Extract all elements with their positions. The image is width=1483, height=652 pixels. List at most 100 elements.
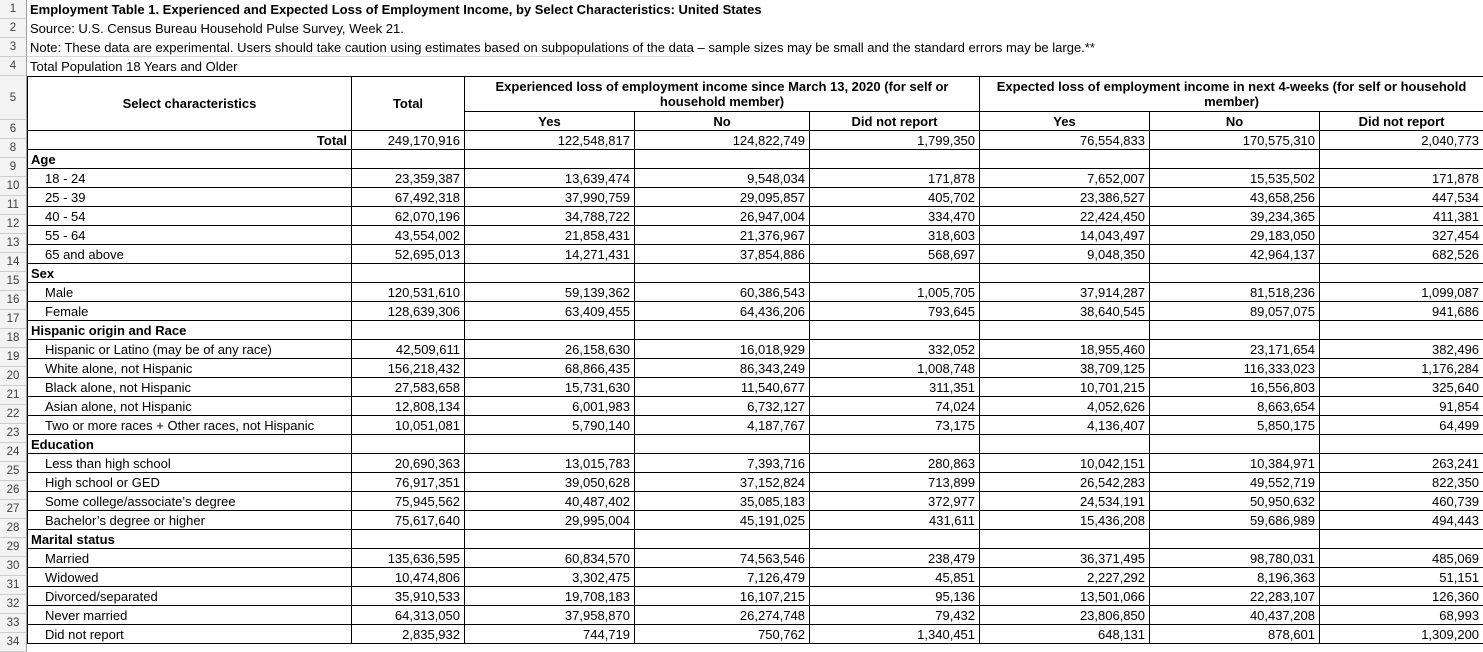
value-cell[interactable]: 485,069 [1319, 548, 1483, 568]
value-cell[interactable]: 1,005,705 [808, 282, 981, 302]
value-cell[interactable]: 1,309,200 [1319, 624, 1483, 644]
value-cell[interactable]: 63,409,455 [464, 301, 635, 321]
empty-cell[interactable] [1149, 320, 1321, 340]
value-cell[interactable]: 76,554,833 [979, 130, 1151, 150]
empty-cell[interactable] [1319, 263, 1483, 283]
value-cell[interactable]: 16,107,215 [634, 586, 810, 606]
row-label-cell[interactable]: Black alone, not Hispanic [27, 377, 352, 397]
value-cell[interactable]: 13,639,474 [464, 168, 635, 188]
value-cell[interactable]: 18,955,460 [979, 339, 1151, 359]
value-cell[interactable]: 64,499 [1319, 415, 1483, 435]
header-experienced-loss-group[interactable]: Experienced loss of employment income si… [463, 76, 981, 112]
value-cell[interactable]: 411,381 [1319, 206, 1483, 226]
value-cell[interactable]: 45,851 [808, 567, 981, 587]
value-cell[interactable]: 460,739 [1319, 491, 1483, 511]
value-cell[interactable]: 23,171,654 [1149, 339, 1321, 359]
value-cell[interactable]: 7,393,716 [634, 453, 810, 473]
cell-population[interactable]: Total Population 18 Years and Older [30, 59, 238, 74]
value-cell[interactable]: 75,617,640 [351, 510, 465, 530]
row-header-12[interactable]: 12 [0, 215, 27, 234]
empty-cell[interactable] [351, 320, 465, 340]
row-header-2[interactable]: 2 [0, 19, 27, 38]
value-cell[interactable]: 64,313,050 [351, 605, 465, 625]
value-cell[interactable]: 26,542,283 [979, 472, 1151, 492]
row-header-34[interactable]: 34 [0, 633, 27, 652]
value-cell[interactable]: 26,274,748 [634, 605, 810, 625]
row-label-cell[interactable]: White alone, not Hispanic [27, 358, 352, 378]
value-cell[interactable]: 405,702 [808, 187, 981, 207]
value-cell[interactable]: 16,556,803 [1149, 377, 1321, 397]
header-expected-no[interactable]: No [1149, 111, 1321, 131]
value-cell[interactable]: 43,554,002 [351, 225, 465, 245]
empty-cell[interactable] [1319, 320, 1483, 340]
value-cell[interactable]: 122,548,817 [464, 130, 635, 150]
value-cell[interactable]: 682,526 [1319, 244, 1483, 264]
section-label-cell[interactable]: Age [27, 149, 352, 169]
row-header-31[interactable]: 31 [0, 576, 27, 595]
value-cell[interactable]: 327,454 [1319, 225, 1483, 245]
empty-cell[interactable] [351, 263, 465, 283]
row-header-11[interactable]: 11 [0, 196, 27, 215]
row-label-cell[interactable]: Never married [27, 605, 352, 625]
row-header-15[interactable]: 15 [0, 272, 27, 291]
value-cell[interactable]: 494,443 [1319, 510, 1483, 530]
empty-cell[interactable] [464, 320, 635, 340]
row-header-24[interactable]: 24 [0, 443, 27, 462]
row-header-25[interactable]: 25 [0, 462, 27, 481]
value-cell[interactable]: 50,950,632 [1149, 491, 1321, 511]
value-cell[interactable]: 95,136 [808, 586, 981, 606]
value-cell[interactable]: 42,964,137 [1149, 244, 1321, 264]
value-cell[interactable]: 941,686 [1319, 301, 1483, 321]
row-label-cell[interactable]: Female [27, 301, 352, 321]
value-cell[interactable]: 7,126,479 [634, 567, 810, 587]
value-cell[interactable]: 4,052,626 [979, 396, 1151, 416]
value-cell[interactable]: 5,850,175 [1149, 415, 1321, 435]
empty-cell[interactable] [808, 320, 981, 340]
empty-cell[interactable] [979, 149, 1151, 169]
value-cell[interactable]: 21,376,967 [634, 225, 810, 245]
value-cell[interactable]: 13,015,783 [464, 453, 635, 473]
empty-cell[interactable] [808, 263, 981, 283]
value-cell[interactable]: 64,436,206 [634, 301, 810, 321]
row-label-cell[interactable]: Less than high school [27, 453, 352, 473]
value-cell[interactable]: 12,808,134 [351, 396, 465, 416]
row-label-cell[interactable]: Bachelor’s degree or higher [27, 510, 352, 530]
value-cell[interactable]: 35,910,533 [351, 586, 465, 606]
row-label-cell[interactable]: Widowed [27, 567, 352, 587]
header-expected-did-not-report[interactable]: Did not report [1319, 111, 1483, 131]
empty-cell[interactable] [634, 149, 810, 169]
empty-cell[interactable] [634, 263, 810, 283]
value-cell[interactable]: 447,534 [1319, 187, 1483, 207]
cell-source[interactable]: Source: U.S. Census Bureau Household Pul… [30, 21, 404, 36]
row-label-cell[interactable]: 40 - 54 [27, 206, 352, 226]
value-cell[interactable]: 36,371,495 [979, 548, 1151, 568]
value-cell[interactable]: 15,436,208 [979, 510, 1151, 530]
value-cell[interactable]: 280,863 [808, 453, 981, 473]
empty-cell[interactable] [808, 149, 981, 169]
value-cell[interactable]: 382,496 [1319, 339, 1483, 359]
value-cell[interactable]: 81,518,236 [1149, 282, 1321, 302]
value-cell[interactable]: 27,583,658 [351, 377, 465, 397]
empty-cell[interactable] [634, 529, 810, 549]
row-header-18[interactable]: 18 [0, 329, 27, 348]
empty-cell[interactable] [351, 434, 465, 454]
value-cell[interactable]: 23,386,527 [979, 187, 1151, 207]
value-cell[interactable]: 21,858,431 [464, 225, 635, 245]
value-cell[interactable]: 89,057,075 [1149, 301, 1321, 321]
value-cell[interactable]: 29,183,050 [1149, 225, 1321, 245]
row-header-8[interactable]: 8 [0, 139, 27, 158]
value-cell[interactable]: 39,050,628 [464, 472, 635, 492]
value-cell[interactable]: 19,708,183 [464, 586, 635, 606]
value-cell[interactable]: 14,271,431 [464, 244, 635, 264]
value-cell[interactable]: 10,701,215 [979, 377, 1151, 397]
value-cell[interactable]: 24,534,191 [979, 491, 1151, 511]
value-cell[interactable]: 11,540,677 [634, 377, 810, 397]
value-cell[interactable]: 648,131 [979, 624, 1151, 644]
value-cell[interactable]: 334,470 [808, 206, 981, 226]
empty-cell[interactable] [464, 434, 635, 454]
total-label-cell[interactable]: Total [27, 130, 352, 150]
empty-cell[interactable] [808, 434, 981, 454]
value-cell[interactable]: 38,640,545 [979, 301, 1151, 321]
value-cell[interactable]: 40,437,208 [1149, 605, 1321, 625]
row-header-1[interactable]: 1 [0, 0, 27, 19]
